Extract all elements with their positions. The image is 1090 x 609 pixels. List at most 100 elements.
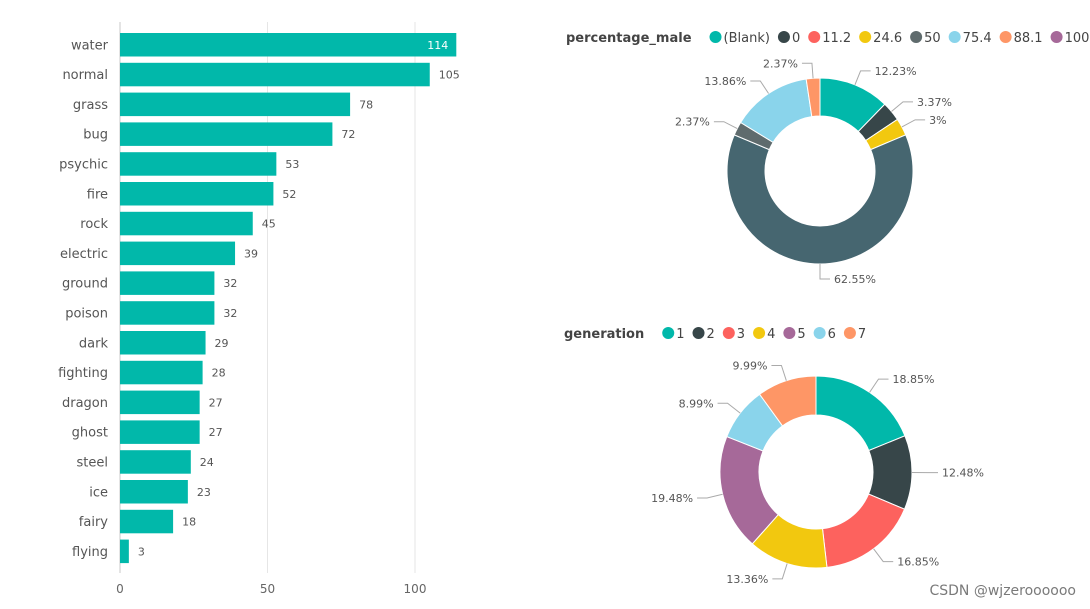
leader-line: [801, 62, 814, 79]
data-label: 45: [262, 218, 276, 231]
x-tick-label: 100: [404, 582, 427, 596]
legend-marker: [777, 31, 790, 43]
data-label: 27: [209, 396, 223, 409]
slice-label: 2.37%: [675, 116, 710, 129]
data-label: 23: [197, 486, 211, 499]
bar: [120, 33, 457, 57]
category-label: fairy: [79, 515, 108, 530]
bar: [120, 122, 333, 146]
legend-entry: 3: [737, 327, 745, 342]
data-label: 114: [427, 39, 448, 52]
slice-label: 62.55%: [834, 273, 876, 286]
data-label: 53: [285, 158, 299, 171]
donut-slice: [821, 493, 906, 568]
data-label: 32: [223, 277, 237, 290]
category-label: poison: [65, 306, 108, 321]
category-label: grass: [73, 98, 108, 113]
legend-marker: [859, 31, 872, 43]
leader-line: [717, 402, 741, 414]
slice-label: 2.37%: [763, 57, 798, 70]
x-tick-label: 50: [260, 582, 275, 596]
legend-marker: [808, 31, 821, 43]
bar: [120, 509, 174, 534]
data-label: 32: [223, 307, 237, 320]
legend-entry: 6: [828, 327, 836, 342]
bar: [120, 420, 200, 444]
slice-label: 8.99%: [679, 397, 714, 410]
category-label: rock: [80, 217, 108, 232]
legend-marker: [948, 31, 961, 43]
x-tick-label: 0: [116, 582, 124, 596]
data-label: 3: [138, 545, 145, 558]
bar: [120, 241, 236, 266]
legend-marker: [1050, 31, 1063, 43]
slice-label: 9.99%: [732, 359, 767, 372]
bar: [120, 331, 206, 355]
slice-label: 19.48%: [651, 492, 693, 505]
legend-marker: [753, 327, 766, 339]
slice-label: 13.36%: [726, 573, 768, 586]
category-label: psychic: [59, 157, 108, 172]
bar: [120, 271, 215, 295]
leader-line: [713, 121, 738, 130]
leader-line: [772, 563, 788, 580]
leader-line: [697, 493, 723, 499]
legend-title: generation: [564, 327, 644, 342]
bar: [120, 360, 203, 385]
legend-entry: 4: [767, 327, 775, 342]
slice-label: 3.37%: [917, 96, 952, 109]
legend-entry: 5: [797, 327, 805, 342]
donut-slice: [726, 134, 914, 265]
bar: [120, 480, 188, 504]
legend-entry: 2: [707, 327, 715, 342]
bar: [120, 539, 129, 564]
category-label: fire: [87, 187, 108, 202]
slice-label: 3%: [929, 114, 946, 127]
leader-line: [771, 364, 787, 381]
category-label: dark: [79, 336, 109, 351]
legend-entry: 88.1: [1014, 31, 1043, 46]
donut-slice: [805, 77, 821, 118]
leader-line: [869, 378, 889, 393]
data-label: 24: [200, 456, 214, 469]
legend-marker: [783, 327, 796, 339]
category-label: steel: [77, 455, 108, 470]
data-label: 105: [439, 69, 460, 82]
legend-marker: [843, 327, 856, 339]
legend-title: percentage_male: [566, 31, 692, 46]
bar-chart: 0 50 100 water 114 normal 105 grass 78 bug 72 psych…: [58, 22, 460, 596]
legend-entry: (Blank): [724, 31, 770, 46]
legend-marker: [709, 31, 722, 43]
legend-entry: 0: [792, 31, 800, 46]
category-label: electric: [60, 247, 108, 262]
data-label: 18: [182, 516, 196, 529]
donut-slice: [815, 375, 906, 452]
leader-line: [854, 70, 871, 86]
bar: [120, 92, 351, 117]
legend-marker: [910, 31, 923, 43]
watermark: CSDN @wjzeroooooo: [929, 583, 1076, 599]
legend-marker: [999, 31, 1012, 43]
legend-entry: 1: [676, 327, 684, 342]
leader-line: [891, 101, 913, 112]
legend-entry: 7: [858, 327, 866, 342]
bar: [120, 390, 200, 415]
slice-label: 18.85%: [893, 373, 935, 386]
data-label: 78: [359, 98, 373, 111]
category-label: water: [71, 38, 109, 53]
leader-line: [901, 119, 926, 128]
slice-label: 13.86%: [704, 75, 746, 88]
legend-marker: [813, 327, 826, 339]
category-label: normal: [62, 68, 108, 83]
data-label: 72: [341, 128, 355, 141]
legend-entry: 50: [924, 31, 941, 46]
category-label: flying: [72, 545, 108, 560]
slice-label: 12.48%: [942, 467, 984, 480]
data-label: 28: [212, 367, 226, 380]
legend-entry: 11.2: [822, 31, 851, 46]
slice-label: 12.23%: [875, 65, 917, 78]
bar: [120, 152, 277, 176]
leader-line: [750, 80, 770, 94]
category-label: dragon: [62, 396, 108, 411]
legend-entry: 100: [1065, 31, 1090, 46]
